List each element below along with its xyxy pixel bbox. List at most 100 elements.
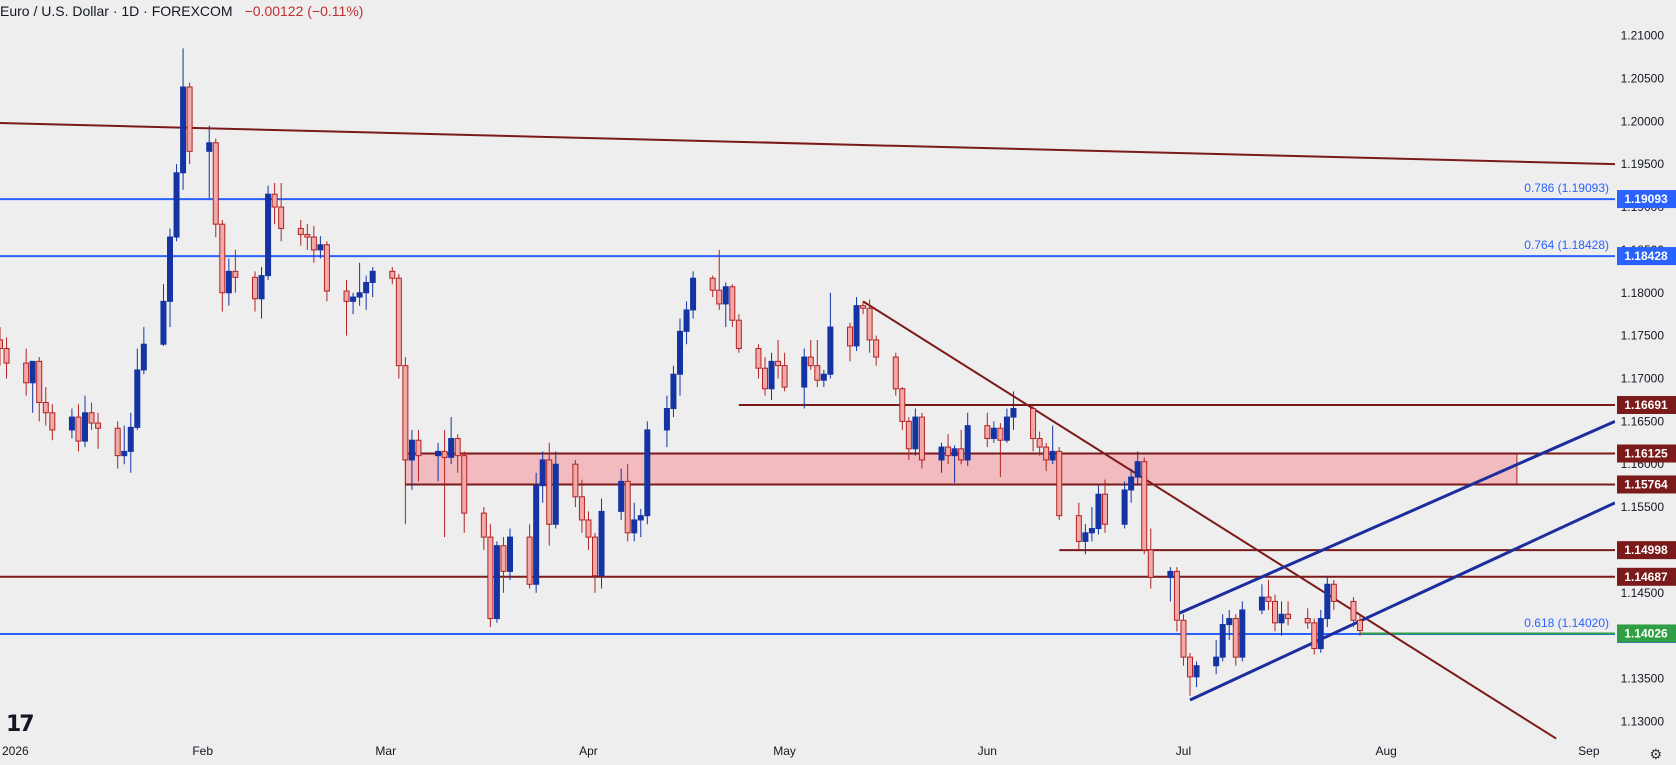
candle-body-66 [598, 510, 605, 577]
candle-body-12 [114, 427, 121, 457]
candle-body-22 [206, 142, 213, 152]
candle-body-5 [42, 402, 49, 414]
candle-body-69 [631, 519, 638, 534]
fib-label-1: 0.764 (1.18428) [1524, 238, 1609, 252]
candle-body-125 [1141, 461, 1148, 551]
candle-body-4 [36, 360, 43, 404]
candle-body-55 [500, 545, 507, 572]
candle-body-104 [951, 448, 958, 457]
candle-body-10 [88, 412, 95, 424]
candle-body-108 [990, 427, 997, 440]
price-tag-8 [1617, 624, 1676, 643]
candle-body-99 [905, 420, 912, 450]
candle-body-28 [258, 275, 265, 300]
y-tick-label-2: 1.20000 [1621, 114, 1665, 128]
candle-body-100 [912, 416, 919, 450]
candle-body-54 [493, 545, 500, 620]
candle-body-29 [265, 193, 272, 277]
candle-body-146 [1330, 583, 1337, 602]
price-tag-label-4: 1.16125 [1624, 447, 1668, 461]
candle-body-93 [853, 305, 860, 347]
candle-body-139 [1272, 600, 1278, 624]
price-tag-3 [1617, 395, 1676, 414]
x-tick-label-4: May [773, 744, 796, 758]
candle-body-16 [140, 343, 147, 371]
candle-body-118 [1082, 532, 1089, 542]
candle-body-127 [1167, 570, 1174, 578]
candle-body-31 [278, 206, 285, 229]
x-tick-label-3: Apr [579, 744, 598, 758]
trendline-0 [0, 122, 1616, 166]
candle-body-51 [461, 455, 468, 514]
candle-body-25 [225, 270, 232, 294]
price-tag-7 [1617, 567, 1676, 586]
candle-body-52 [480, 512, 487, 538]
candle-body-111 [1010, 408, 1017, 418]
candle-body-91 [827, 326, 834, 375]
candle-body-60 [546, 459, 553, 525]
x-tick-label-2: Mar [375, 744, 396, 758]
candle-body-20 [180, 86, 187, 174]
fib-label-0: 0.786 (1.19093) [1524, 181, 1609, 195]
trendline-3 [1189, 501, 1616, 702]
candle-body-72 [663, 408, 670, 431]
y-tick-label-13: 1.14500 [1621, 586, 1665, 600]
candle-body-59 [539, 459, 546, 487]
candle-body-142 [1304, 618, 1311, 624]
candle-body-61 [552, 463, 559, 525]
candle-body-73 [670, 373, 677, 410]
trendline-2 [1176, 419, 1616, 616]
candle-body-24 [219, 223, 226, 294]
candle-body-92 [847, 326, 853, 347]
x-tick-label-8: Sep [1578, 744, 1600, 758]
price-tag-5 [1617, 475, 1676, 494]
settings-gear-icon[interactable]: ⚙ [1649, 746, 1662, 762]
candle-body-6 [49, 412, 56, 431]
y-tick-label-3: 1.19500 [1621, 157, 1665, 171]
candle-body-40 [363, 281, 370, 294]
price-tag-label-6: 1.14998 [1624, 543, 1668, 557]
candle-body-68 [624, 480, 631, 534]
candle-body-113 [1036, 438, 1043, 448]
candle-body-14 [127, 426, 134, 452]
fib-label-2: 0.618 (1.14020) [1524, 616, 1609, 630]
candle-body-30 [271, 193, 278, 208]
candle-body-78 [716, 289, 723, 305]
candle-body-129 [1180, 619, 1187, 658]
price-tag-4 [1617, 444, 1676, 463]
candle-body-39 [356, 292, 363, 298]
candle-body-96 [873, 339, 880, 358]
candle-body-83 [762, 367, 768, 390]
candle-body-37 [343, 290, 350, 302]
candle-body-122 [1121, 489, 1128, 525]
price-tag-label-3: 1.16691 [1624, 398, 1668, 412]
price-tag-6 [1617, 541, 1676, 560]
candle-body-74 [677, 330, 683, 375]
price-tag-label-0: 1.19093 [1624, 192, 1668, 206]
candle-body-116 [1056, 450, 1063, 517]
candle-body-35 [317, 244, 324, 251]
candle-body-26 [232, 270, 239, 278]
candle-body-34 [310, 236, 317, 251]
candle-body-148 [1357, 619, 1363, 632]
y-tick-label-7: 1.17500 [1621, 329, 1665, 343]
candle-body-143 [1311, 622, 1318, 650]
chart-header: Euro / U.S. Dollar · 1D · FOREXCOM −0.00… [0, 0, 363, 22]
candle-body-43 [395, 277, 402, 367]
candle-body-41 [369, 270, 376, 283]
candle-body-33 [304, 233, 311, 238]
candle-body-42 [389, 270, 396, 279]
y-tick-label-6: 1.18000 [1621, 286, 1665, 300]
candle-body-124 [1134, 461, 1141, 478]
candle-body-101 [918, 416, 925, 461]
candle-body-90 [820, 373, 827, 381]
candle-body-53 [487, 536, 494, 620]
candle-body-65 [592, 536, 598, 577]
candle-body-50 [454, 438, 461, 457]
x-tick-label-7: Aug [1375, 744, 1396, 758]
candle-body-45 [408, 439, 415, 461]
candle-body-137 [1258, 596, 1265, 611]
y-tick-label-0: 1.21000 [1621, 29, 1665, 43]
price-tag-label-8: 1.14026 [1624, 626, 1668, 640]
